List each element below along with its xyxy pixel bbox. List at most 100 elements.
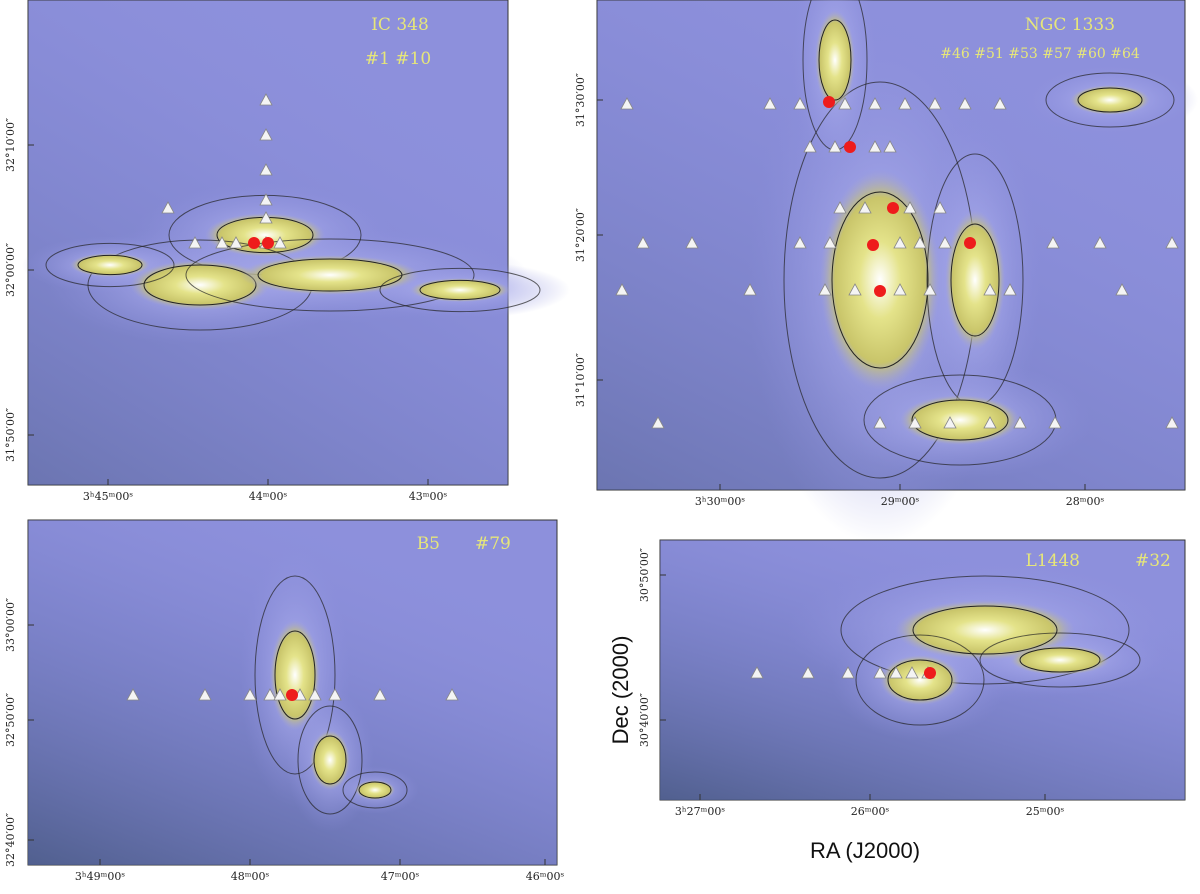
position-marker <box>685 236 699 249</box>
emission-core <box>815 10 855 110</box>
panel-markers: #1 #10 <box>365 49 431 69</box>
target-marker <box>887 202 899 214</box>
map-panel <box>27 519 558 866</box>
position-marker <box>833 201 847 214</box>
position-marker <box>198 688 212 701</box>
x-axis-title: RA (J2000) <box>810 838 920 863</box>
position-marker <box>828 140 842 153</box>
panel-title: B5 <box>417 534 440 554</box>
emission-core <box>355 780 395 800</box>
position-marker <box>1165 416 1179 429</box>
contour <box>1045 72 1175 128</box>
target-marker <box>964 237 976 249</box>
position-marker <box>868 97 882 110</box>
position-marker <box>803 140 817 153</box>
emission-core <box>1010 645 1110 675</box>
y-tick-label: 30°50′00″ <box>638 548 651 602</box>
target-marker <box>844 141 856 153</box>
position-marker <box>858 201 872 214</box>
panel-markers: #79 <box>475 534 511 554</box>
position-marker <box>928 97 942 110</box>
position-marker <box>1093 236 1107 249</box>
y-tick-label: 32°50′00″ <box>4 693 17 747</box>
x-tick-label: 3ʰ30ᵐ00ˢ <box>695 495 745 508</box>
position-marker <box>259 93 273 106</box>
position-marker <box>328 688 342 701</box>
target-marker <box>867 239 879 251</box>
x-tick-label: 26ᵐ00ˢ <box>851 805 890 818</box>
position-marker <box>873 416 887 429</box>
position-marker <box>636 236 650 249</box>
position-marker <box>259 193 273 206</box>
position-marker <box>889 666 903 679</box>
position-marker <box>943 416 957 429</box>
emission-core <box>900 395 1020 445</box>
position-marker <box>923 283 937 296</box>
contour <box>912 605 1058 655</box>
y-tick-label: 32°40′00″ <box>4 813 17 867</box>
x-tick-label: 3ʰ45ᵐ00ˢ <box>83 490 133 503</box>
contour <box>419 279 501 301</box>
position-marker <box>445 688 459 701</box>
panel-title: IC 348 <box>371 15 429 35</box>
x-tick-label: 47ᵐ00ˢ <box>381 870 420 883</box>
position-marker <box>263 688 277 701</box>
position-marker <box>933 201 947 214</box>
position-marker <box>873 666 887 679</box>
position-marker <box>903 201 917 214</box>
position-marker <box>908 416 922 429</box>
position-marker <box>273 236 287 249</box>
position-marker <box>1046 236 1060 249</box>
position-marker <box>983 283 997 296</box>
position-marker <box>1048 416 1062 429</box>
position-marker <box>615 283 629 296</box>
position-marker <box>243 688 257 701</box>
position-marker <box>905 666 919 679</box>
position-marker <box>868 140 882 153</box>
position-marker <box>259 163 273 176</box>
position-marker <box>893 283 907 296</box>
emission-core <box>270 620 320 730</box>
position-marker <box>743 283 757 296</box>
position-marker <box>373 688 387 701</box>
position-marker <box>215 236 229 249</box>
panel-markers: #32 <box>1135 551 1171 571</box>
panel-markers: #46 #51 #53 #57 #60 #64 <box>940 46 1140 62</box>
target-marker <box>286 689 298 701</box>
y-axis-title: Dec (2000) <box>608 636 633 745</box>
position-marker <box>823 236 837 249</box>
x-tick-label: 25ᵐ00ˢ <box>1026 805 1065 818</box>
x-tick-label: 3ʰ49ᵐ00ˢ <box>75 870 125 883</box>
target-marker <box>248 237 260 249</box>
contour <box>274 630 316 720</box>
position-marker <box>983 416 997 429</box>
y-tick-label: 31°10′00″ <box>574 353 587 407</box>
position-marker <box>126 688 140 701</box>
position-marker <box>993 97 1007 110</box>
position-marker <box>898 97 912 110</box>
contour <box>911 399 1009 441</box>
contour <box>979 632 1141 688</box>
position-marker <box>620 97 634 110</box>
contour <box>818 19 852 101</box>
position-marker <box>308 688 322 701</box>
position-marker <box>651 416 665 429</box>
position-marker <box>793 97 807 110</box>
y-tick-label: 31°30′00″ <box>574 73 587 127</box>
y-tick-label: 33°00′00″ <box>4 598 17 652</box>
position-marker <box>750 666 764 679</box>
x-tick-label: 43ᵐ00ˢ <box>409 490 448 503</box>
emission-core <box>895 600 1075 660</box>
map-panel <box>22 0 570 486</box>
position-marker <box>793 236 807 249</box>
x-tick-label: 29ᵐ00ˢ <box>881 495 920 508</box>
contour <box>342 771 408 809</box>
y-tick-label: 31°50′00″ <box>4 408 17 462</box>
contour <box>831 191 929 369</box>
contour <box>185 238 475 312</box>
contour <box>313 735 347 785</box>
position-marker <box>841 666 855 679</box>
map-panel <box>659 539 1186 801</box>
contour <box>887 659 953 701</box>
